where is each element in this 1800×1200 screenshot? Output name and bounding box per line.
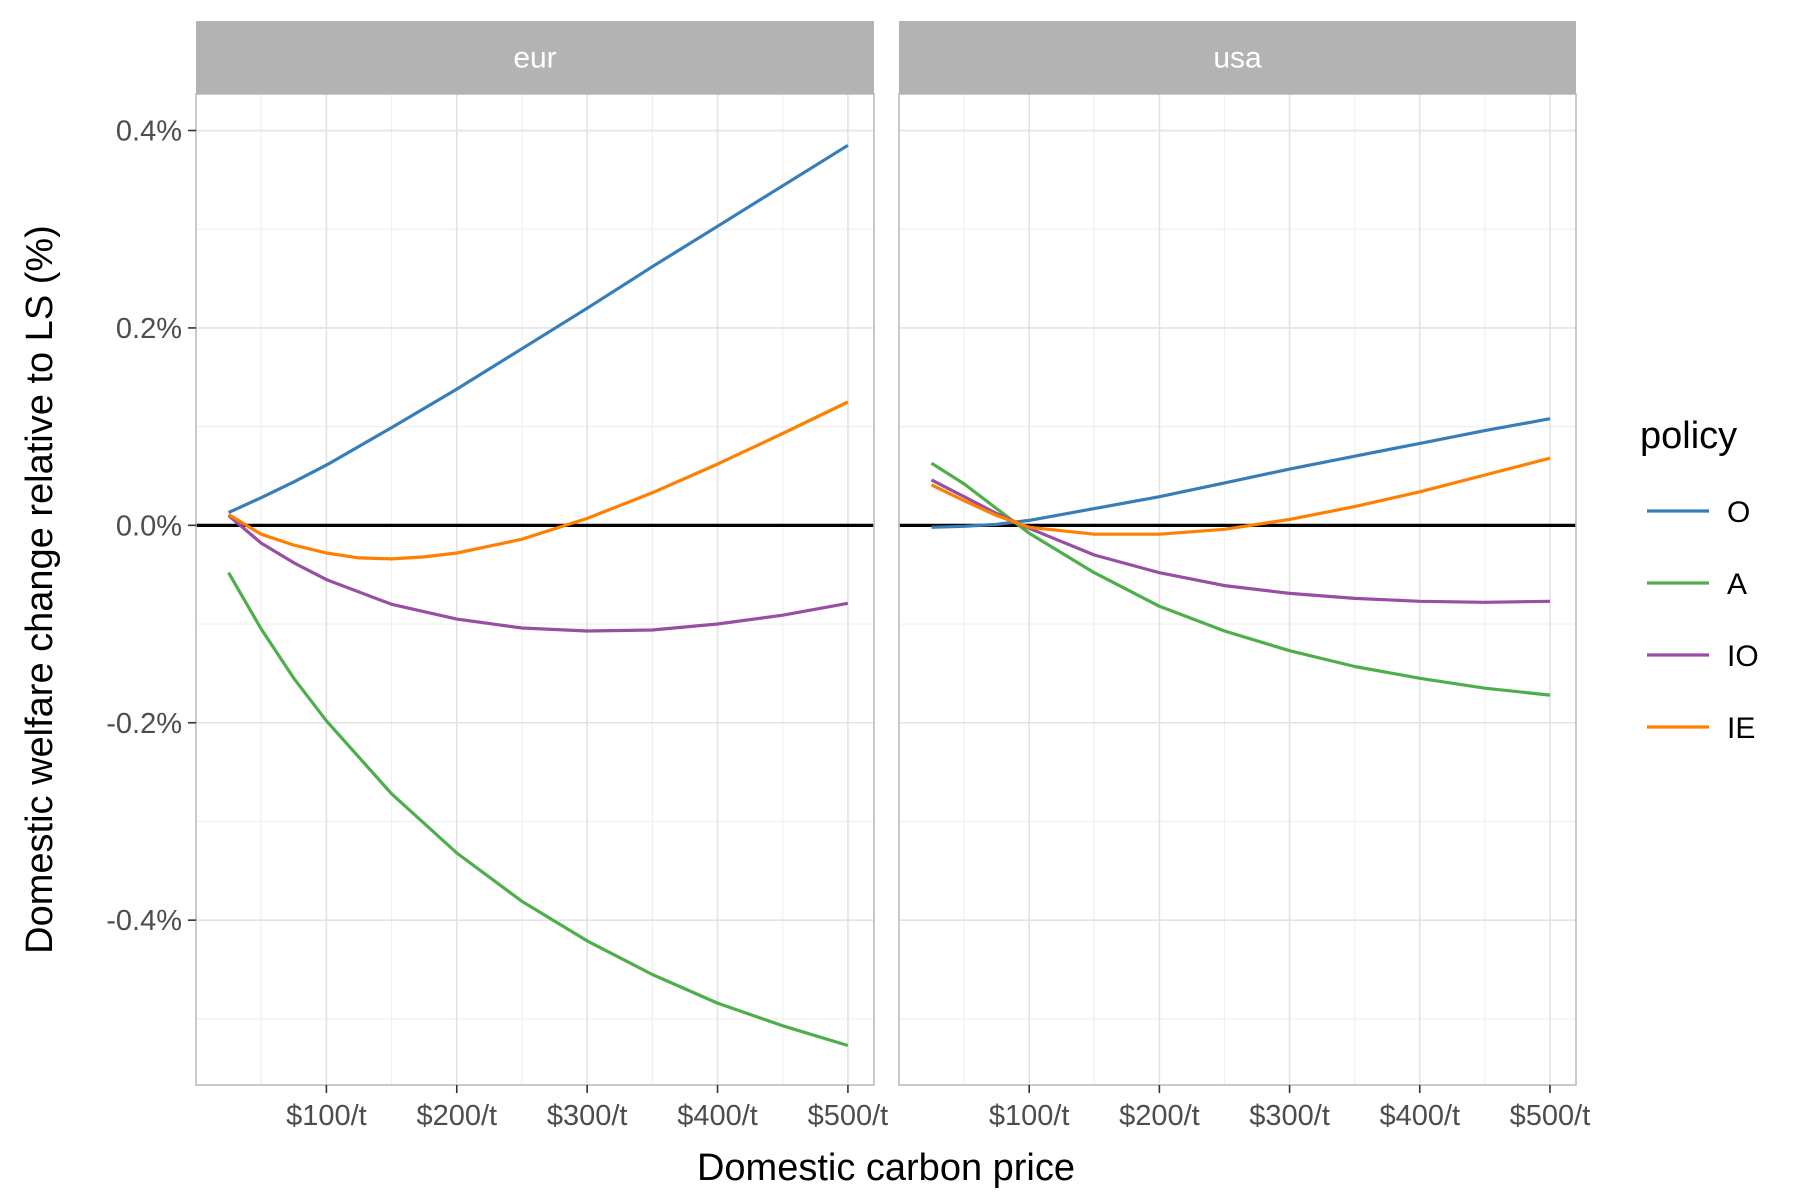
x-tick-label: $500/t xyxy=(808,1100,889,1132)
x-tick-label: $100/t xyxy=(989,1100,1070,1132)
y-tick-label: 0.4% xyxy=(116,116,182,148)
facet-strip-label: usa xyxy=(1213,42,1262,75)
panel-background xyxy=(899,94,1576,1085)
panel-background xyxy=(196,94,874,1085)
x-tick-label: $100/t xyxy=(286,1100,367,1132)
series-line-io xyxy=(227,514,849,633)
series-line-io xyxy=(930,478,1551,604)
series-line-o xyxy=(931,417,1551,529)
y-axis-title: Domestic welfare change relative to LS (… xyxy=(19,225,61,954)
legend-label-io: IO xyxy=(1727,640,1759,673)
x-tick-label: $400/t xyxy=(1379,1100,1460,1132)
x-tick-label: $500/t xyxy=(1510,1100,1591,1132)
legend-label-o: O xyxy=(1727,496,1750,529)
legend-label-a: A xyxy=(1727,568,1747,601)
x-tick-label: $400/t xyxy=(677,1100,758,1132)
legend-label-ie: IE xyxy=(1727,712,1755,745)
series-line-ie xyxy=(930,456,1551,536)
panel-eur: eur $100/t $200/t $300/t $400/t $500/t xyxy=(195,21,889,1132)
x-tick-label: $200/t xyxy=(416,1100,497,1132)
x-tick-label: $300/t xyxy=(547,1100,628,1132)
legend-title: policy xyxy=(1640,415,1737,457)
series-line-o xyxy=(227,143,849,514)
x-axis-title: Domestic carbon price xyxy=(697,1147,1075,1189)
y-tick-label: 0.2% xyxy=(116,313,182,345)
series-line-ie xyxy=(227,400,849,561)
series-line-a xyxy=(227,571,849,1048)
facet-strip-label: eur xyxy=(513,42,556,75)
panel-usa: usa $100/t $200/t $300/t $400/t $500/t xyxy=(898,21,1591,1132)
y-tick-label: -0.4% xyxy=(106,905,182,937)
series-line-a xyxy=(930,461,1551,697)
facet-strip xyxy=(196,21,874,94)
facet-strip xyxy=(899,21,1576,94)
x-tick-label: $300/t xyxy=(1249,1100,1330,1132)
y-tick-label: -0.2% xyxy=(106,708,182,740)
legend: policy O A IO IE xyxy=(1640,415,1759,745)
x-tick-label: $200/t xyxy=(1119,1100,1200,1132)
y-tick-label: 0.0% xyxy=(116,510,182,542)
